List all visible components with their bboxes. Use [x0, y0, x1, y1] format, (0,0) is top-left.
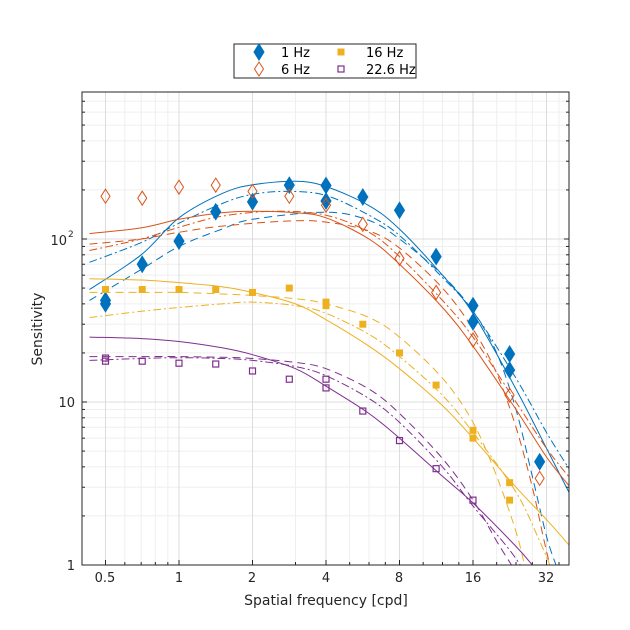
data-point [173, 179, 185, 196]
data-point [246, 192, 259, 211]
data-point [467, 332, 479, 348]
data-point [210, 202, 222, 221]
data-point [320, 197, 332, 214]
data-point [359, 320, 367, 328]
y-tick-label: 10 [58, 396, 75, 411]
data-point [320, 176, 332, 195]
data-point [394, 250, 405, 267]
data-point [175, 285, 183, 293]
y-tick-label-exponent: 2 [68, 230, 74, 240]
fit-curve-dashdot [89, 190, 569, 470]
y-axis-label: Sensitivity [30, 293, 46, 366]
data-point [283, 176, 295, 195]
data-point [249, 288, 256, 296]
data-point [100, 188, 111, 205]
x-tick-label: 16 [465, 571, 482, 586]
data-point [136, 255, 148, 274]
data-point [175, 359, 183, 367]
data-point [137, 190, 148, 207]
data-point [430, 247, 442, 266]
fit-curve-solid [89, 278, 569, 546]
legend-marker-16hz [337, 48, 345, 56]
data-point [359, 407, 367, 415]
data-point [285, 375, 293, 383]
data-point [212, 360, 220, 368]
data-point [506, 496, 514, 504]
data-point [248, 367, 257, 375]
legend-marker-1hz [253, 43, 265, 61]
data-point [504, 345, 516, 363]
data-point [322, 298, 330, 306]
data-point [212, 285, 220, 293]
data-point [210, 177, 221, 194]
fit-curve-solid [89, 210, 569, 487]
data-point [138, 285, 146, 293]
legend-label: 22.6 Hz [366, 63, 416, 78]
x-tick-label: 32 [538, 571, 555, 586]
legend-label: 1 Hz [281, 46, 310, 61]
data-point [357, 188, 369, 206]
x-tick-label: 2 [248, 571, 256, 586]
legend-marker-22-6hz [337, 65, 345, 73]
data-point [432, 465, 440, 473]
data-point [469, 434, 477, 442]
data-point [138, 357, 146, 365]
data-point [320, 192, 332, 210]
legend: 1 Hz 6 Hz 16 Hz 22.6 Hz [233, 43, 417, 79]
data-point [393, 201, 406, 220]
y-tick-label: 1 [67, 559, 75, 574]
data-point [534, 470, 545, 487]
fit-curve-dashdot [89, 357, 521, 565]
data-point [285, 284, 293, 292]
legend-box [233, 43, 417, 79]
legend-label: 6 Hz [281, 63, 310, 78]
data-point [395, 436, 404, 445]
y-tick-label: 10 [50, 234, 67, 249]
data-point [467, 312, 479, 331]
data-point [469, 496, 477, 504]
x-tick-label: 1 [175, 571, 183, 586]
data-point [357, 216, 368, 233]
fit-curve-dashed [89, 356, 512, 565]
x-tick-label: 0.5 [95, 571, 116, 586]
fit-curve-dashed [89, 211, 557, 565]
data-point [102, 285, 109, 293]
data-point [284, 188, 295, 205]
data-point [99, 294, 112, 313]
data-point [432, 381, 440, 389]
data-point [431, 284, 442, 301]
data-point [506, 479, 514, 487]
fit-curve-dashdot [89, 210, 569, 478]
data-point [322, 302, 330, 310]
fit-curve-dashdot [89, 301, 551, 565]
data-point [469, 426, 477, 434]
data-point [504, 361, 516, 380]
data-point [101, 357, 110, 365]
x-tick-label: 4 [322, 571, 330, 586]
data-point [396, 349, 403, 357]
x-tick-label: 8 [395, 571, 403, 586]
data-point [173, 232, 185, 251]
legend-label: 16 Hz [366, 46, 403, 61]
fit-curves [89, 180, 569, 565]
legend-markers [253, 43, 345, 77]
data-point [534, 452, 546, 471]
data-point [467, 296, 479, 315]
fit-curve-solid [89, 180, 569, 494]
axis-ticks [82, 100, 569, 566]
legend-marker-6hz [253, 61, 265, 77]
data-markers [99, 176, 546, 504]
x-axis-label: Spatial frequency [cpd] [244, 593, 408, 609]
fit-curve-dashed [89, 220, 551, 565]
data-point [504, 387, 515, 404]
data-point [322, 384, 330, 392]
data-point [247, 183, 258, 200]
data-point [322, 375, 330, 383]
